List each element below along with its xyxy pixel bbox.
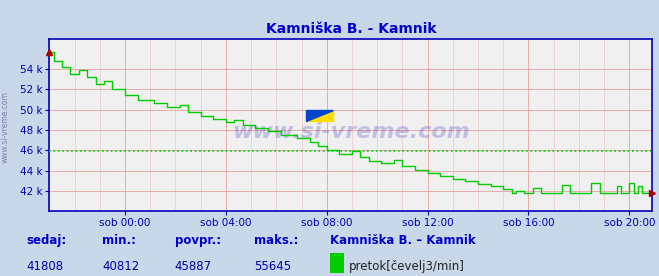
Text: Kamniška B. – Kamnik: Kamniška B. – Kamnik <box>330 234 475 247</box>
Text: maks.:: maks.: <box>254 234 298 247</box>
Title: Kamniška B. - Kamnik: Kamniška B. - Kamnik <box>266 22 436 36</box>
Polygon shape <box>306 110 333 121</box>
Text: min.:: min.: <box>102 234 136 247</box>
Polygon shape <box>306 110 333 121</box>
Text: www.si-vreme.com: www.si-vreme.com <box>1 91 10 163</box>
Text: sedaj:: sedaj: <box>26 234 67 247</box>
Text: www.si-vreme.com: www.si-vreme.com <box>232 122 470 142</box>
Text: 40812: 40812 <box>102 260 140 273</box>
Text: pretok[čevelj3/min]: pretok[čevelj3/min] <box>349 260 465 273</box>
Text: 55645: 55645 <box>254 260 291 273</box>
Text: povpr.:: povpr.: <box>175 234 221 247</box>
Text: 45887: 45887 <box>175 260 212 273</box>
Text: 41808: 41808 <box>26 260 63 273</box>
